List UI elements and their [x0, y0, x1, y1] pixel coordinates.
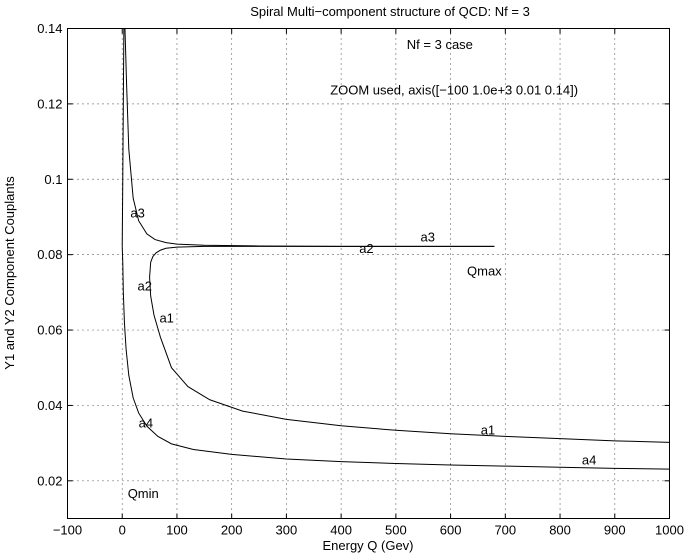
x-tick-label: 1000: [655, 523, 684, 538]
y-tick-label: 0.1: [44, 172, 62, 187]
annotation-label: ZOOM used, axis([−100 1.0e+3 0.01 0.14]): [330, 82, 578, 97]
annotation-label: a3: [130, 206, 144, 221]
x-tick-label: 800: [549, 523, 571, 538]
y-axis-label: Y1 and Y2 Component Couplants: [2, 176, 17, 370]
chart-title: Spiral Multi−component structure of QCD:…: [250, 4, 530, 19]
x-tick-label: 100: [166, 523, 188, 538]
annotation-label: Nf = 3 case: [407, 37, 473, 52]
annotations: Nf = 3 case ZOOM used, axis([−100 1.0e+3 …: [128, 37, 597, 501]
curves: [121, 28, 670, 470]
series-a4-line: [121, 28, 670, 247]
x-axis-label: Energy Q (Gev): [322, 538, 413, 553]
series-a4-line: [121, 246, 670, 470]
annotation-label: a3: [420, 229, 434, 244]
series-a3-line: [124, 28, 495, 247]
annotation-label: a4: [582, 453, 596, 468]
x-tick-label: 200: [221, 523, 243, 538]
x-tick-label: 400: [330, 523, 352, 538]
annotation-label: a1: [481, 422, 495, 437]
annotation-label: a1: [159, 311, 173, 326]
y-tick-label: 0.08: [37, 247, 62, 262]
annotation-label: Qmin: [128, 486, 159, 501]
annotation-label: a2: [359, 241, 373, 256]
series-a2-line: [149, 245, 495, 338]
annotation-label: a4: [139, 415, 153, 430]
grid-lines: [67, 28, 670, 519]
x-tick-label: 500: [385, 523, 407, 538]
axis-ticks: −100 0 100 200 300 400 500 600 700 800 900 1000 0.02…: [37, 21, 684, 538]
y-tick-label: 0.12: [37, 96, 62, 111]
annotation-label: a2: [138, 278, 152, 293]
annotation-label: Qmax: [467, 263, 502, 278]
series-a1-line: [160, 337, 670, 443]
x-tick-label: 700: [494, 523, 516, 538]
y-tick-label: 0.06: [37, 323, 62, 338]
y-tick-label: 0.14: [37, 21, 62, 36]
x-tick-label: 0: [119, 523, 126, 538]
x-tick-label: −100: [53, 523, 82, 538]
x-tick-label: 900: [604, 523, 626, 538]
plot-frame: [67, 28, 670, 519]
x-tick-label: 600: [440, 523, 462, 538]
y-tick-label: 0.02: [37, 473, 62, 488]
y-tick-label: 0.04: [37, 398, 62, 413]
x-tick-label: 300: [276, 523, 298, 538]
